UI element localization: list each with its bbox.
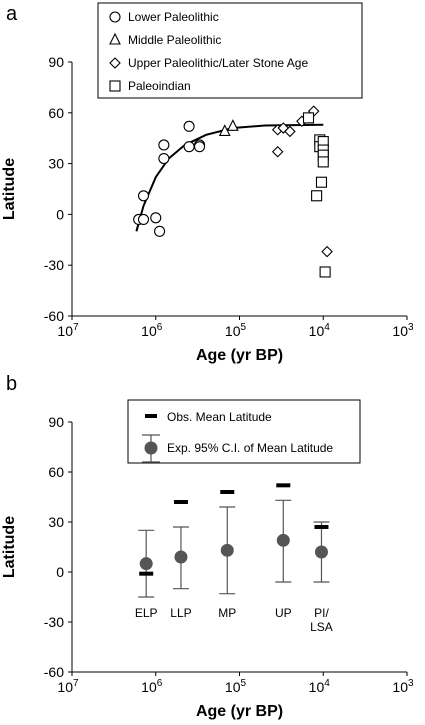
- panel-a-label: a: [6, 3, 18, 25]
- observed-mean-bar: [220, 490, 235, 494]
- category-label: PI/: [314, 606, 329, 620]
- y-tick-label: -60: [44, 664, 64, 680]
- category-label: ELP: [135, 606, 158, 620]
- category-mp: MP: [218, 490, 236, 620]
- y-tick-label: 0: [56, 206, 64, 222]
- x-tick-label: 106: [141, 678, 163, 695]
- x-tick-label: 105: [225, 322, 247, 339]
- panel-a-chart: -60 -30 0 30 60 90 107 106 105 104 103 Age (yr BP) L…: [1, 2, 414, 364]
- expected-mean-point: [174, 550, 188, 564]
- legend-box: [97, 2, 363, 99]
- legend-label: Lower Paleolithic: [128, 10, 219, 24]
- category-label-line2: LSA: [310, 620, 333, 634]
- legend-label: Paleoindian: [128, 79, 191, 93]
- data-point-circle: [158, 152, 170, 165]
- legend-label: Upper Paleolithic/Later Stone Age: [128, 56, 308, 70]
- legend-box: [127, 399, 361, 464]
- category-pi: PI/LSA: [310, 521, 333, 634]
- x-tick-label: 104: [309, 678, 331, 695]
- y-tick-label: -60: [44, 308, 64, 324]
- data-point-circle: [183, 141, 195, 153]
- panel-b-label: b: [6, 373, 17, 395]
- legend-marker-diamond: [109, 57, 121, 69]
- legend-label: Middle Paleolithic: [128, 33, 221, 47]
- y-tick-label: 30: [48, 156, 64, 172]
- y-tick-label: 60: [48, 105, 64, 121]
- y-tick-label: -30: [44, 614, 64, 630]
- expected-mean-point: [220, 543, 234, 557]
- data-point-circle: [154, 225, 166, 237]
- category-llp: LLP: [170, 500, 192, 620]
- x-tick-label: 107: [57, 678, 79, 695]
- x-tick-label: 107: [57, 322, 79, 339]
- legend-marker-triangle: [109, 32, 121, 45]
- data-point-triangle: [226, 119, 239, 131]
- legend-expected-marker: [144, 441, 158, 455]
- x-tick-label: 106: [141, 322, 163, 339]
- data-point-diamond: [271, 145, 284, 158]
- legend: Obs. Mean Latitude Exp. 95% C.I. of Mean …: [127, 399, 361, 464]
- observed-mean-bar: [139, 571, 154, 576]
- panel-b-chart: -60 -30 0 30 60 90 107 106 105 104 103 Age (yr BP) L…: [1, 399, 414, 720]
- legend: Lower Paleolithic Middle Paleolithic Upper…: [97, 2, 363, 99]
- y-axis-title: Latitude: [1, 158, 18, 220]
- y-tick-label: 60: [48, 464, 64, 480]
- legend-marker-circle: [109, 11, 121, 23]
- data-point-square: [302, 112, 315, 124]
- category-up: UP: [275, 483, 292, 620]
- category-label: MP: [218, 606, 236, 620]
- data-point-square: [311, 190, 323, 202]
- x-tick-label: 104: [309, 322, 331, 339]
- x-tick-label: 103: [392, 322, 414, 339]
- category-label: LLP: [170, 606, 191, 620]
- legend-expected-label: Exp. 95% C.I. of Mean Latitude: [167, 441, 333, 455]
- y-tick-label: 90: [48, 414, 64, 430]
- x-axis-title: Age (yr BP): [196, 703, 283, 720]
- x-tick-label: 103: [392, 678, 414, 695]
- x-tick-label: 105: [225, 678, 247, 695]
- category-label: UP: [275, 606, 292, 620]
- legend-marker-square: [109, 80, 121, 92]
- observed-mean-bar: [276, 483, 291, 488]
- legend-observed-label: Obs. Mean Latitude: [167, 410, 272, 424]
- data-point-circle: [183, 120, 195, 132]
- data-point-circle: [158, 139, 170, 151]
- y-tick-label: 90: [48, 54, 64, 70]
- y-tick-label: -30: [44, 257, 64, 273]
- y-tick-label: 30: [48, 514, 64, 530]
- data-point-circle: [137, 190, 150, 202]
- category-elp: ELP: [135, 529, 158, 620]
- data-point-square: [315, 176, 328, 188]
- expected-mean-point: [314, 545, 328, 559]
- y-tick-label: 0: [56, 564, 64, 580]
- expected-mean-point: [139, 557, 153, 571]
- data-point-circle: [137, 213, 150, 226]
- observed-mean-bar: [173, 500, 188, 504]
- data-point-circle: [150, 212, 162, 224]
- x-axis-title: Age (yr BP): [196, 347, 283, 364]
- data-point-square: [319, 266, 331, 278]
- legend-observed-marker: [145, 414, 157, 418]
- data-point-square: [317, 156, 329, 168]
- data-point-diamond: [284, 125, 296, 138]
- expected-mean-point: [276, 533, 290, 547]
- y-axis-title: Latitude: [1, 516, 18, 578]
- observed-mean-bar: [314, 525, 329, 529]
- data-point-circle: [193, 141, 206, 153]
- data-point-diamond: [321, 245, 333, 258]
